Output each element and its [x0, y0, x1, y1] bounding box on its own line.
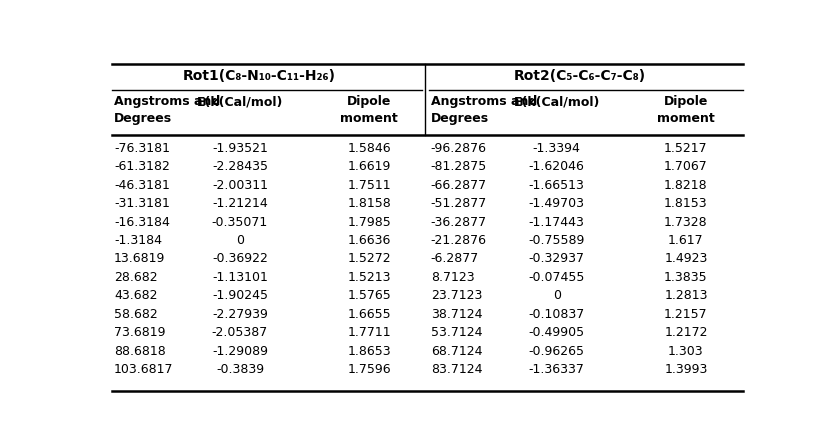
- Text: 1.3993: 1.3993: [664, 363, 708, 376]
- Text: -6.2877: -6.2877: [430, 253, 479, 266]
- Text: 1.8653: 1.8653: [348, 345, 391, 358]
- Text: 1.6636: 1.6636: [348, 234, 391, 247]
- Text: 53.7124: 53.7124: [430, 326, 482, 339]
- Text: E(k(Cal/mol): E(k(Cal/mol): [197, 95, 284, 108]
- Text: 1.4923: 1.4923: [664, 253, 708, 266]
- Text: -0.96265: -0.96265: [529, 345, 585, 358]
- Text: Angstroms and
Degrees: Angstroms and Degrees: [114, 95, 220, 125]
- Text: 1.617: 1.617: [668, 234, 704, 247]
- Text: 8.7123: 8.7123: [430, 271, 475, 284]
- Text: -1.29089: -1.29089: [212, 345, 268, 358]
- Text: 23.7123: 23.7123: [430, 289, 482, 302]
- Text: -0.36922: -0.36922: [212, 253, 268, 266]
- Text: -1.13101: -1.13101: [212, 271, 268, 284]
- Text: 1.7067: 1.7067: [664, 160, 708, 173]
- Text: 1.5765: 1.5765: [348, 289, 391, 302]
- Text: 1.7328: 1.7328: [664, 215, 708, 228]
- Text: -31.3181: -31.3181: [114, 197, 170, 210]
- Text: 1.8153: 1.8153: [664, 197, 708, 210]
- Text: 1.7985: 1.7985: [348, 215, 391, 228]
- Text: 0: 0: [236, 234, 244, 247]
- Text: 1.8218: 1.8218: [664, 179, 708, 192]
- Text: -81.2875: -81.2875: [430, 160, 487, 173]
- Text: 38.7124: 38.7124: [430, 308, 482, 321]
- Text: 1.7711: 1.7711: [348, 326, 391, 339]
- Text: 1.8158: 1.8158: [348, 197, 391, 210]
- Text: 73.6819: 73.6819: [114, 326, 165, 339]
- Text: 28.682: 28.682: [114, 271, 158, 284]
- Text: 1.3835: 1.3835: [664, 271, 708, 284]
- Text: -0.3839: -0.3839: [216, 363, 264, 376]
- Text: -1.3394: -1.3394: [533, 142, 580, 155]
- Text: 1.5213: 1.5213: [348, 271, 391, 284]
- Text: -1.3184: -1.3184: [114, 234, 162, 247]
- Text: 83.7124: 83.7124: [430, 363, 482, 376]
- Text: -61.3182: -61.3182: [114, 160, 170, 173]
- Text: Dipole
moment: Dipole moment: [657, 95, 715, 125]
- Text: -1.62046: -1.62046: [529, 160, 585, 173]
- Text: -2.00311: -2.00311: [212, 179, 268, 192]
- Text: -21.2876: -21.2876: [430, 234, 487, 247]
- Text: 1.2813: 1.2813: [664, 289, 708, 302]
- Text: -46.3181: -46.3181: [114, 179, 170, 192]
- Text: -0.49905: -0.49905: [529, 326, 585, 339]
- Text: 1.5846: 1.5846: [348, 142, 391, 155]
- Text: -0.07455: -0.07455: [529, 271, 585, 284]
- Text: 1.6655: 1.6655: [348, 308, 391, 321]
- Text: 88.6818: 88.6818: [114, 345, 166, 358]
- Text: -1.66513: -1.66513: [529, 179, 585, 192]
- Text: 68.7124: 68.7124: [430, 345, 482, 358]
- Text: 1.7511: 1.7511: [348, 179, 391, 192]
- Text: 1.303: 1.303: [668, 345, 704, 358]
- Text: -1.21214: -1.21214: [212, 197, 268, 210]
- Text: -1.90245: -1.90245: [212, 289, 268, 302]
- Text: -1.17443: -1.17443: [529, 215, 585, 228]
- Text: -2.27939: -2.27939: [212, 308, 268, 321]
- Text: 1.5217: 1.5217: [664, 142, 708, 155]
- Text: -96.2876: -96.2876: [430, 142, 487, 155]
- Text: 0: 0: [553, 289, 560, 302]
- Text: -16.3184: -16.3184: [114, 215, 170, 228]
- Text: Dipole
moment: Dipole moment: [340, 95, 398, 125]
- Text: -2.05387: -2.05387: [212, 326, 268, 339]
- Text: 1.2172: 1.2172: [664, 326, 708, 339]
- Text: 13.6819: 13.6819: [114, 253, 165, 266]
- Text: -1.49703: -1.49703: [529, 197, 585, 210]
- Text: Rot2(C₅-C₆-C₇-C₈): Rot2(C₅-C₆-C₇-C₈): [513, 69, 646, 83]
- Text: -0.75589: -0.75589: [529, 234, 585, 247]
- Text: -0.32937: -0.32937: [529, 253, 585, 266]
- Text: -1.36337: -1.36337: [529, 363, 585, 376]
- Text: Rot1(C₈-N₁₀-C₁₁-H₂₆): Rot1(C₈-N₁₀-C₁₁-H₂₆): [183, 69, 336, 83]
- Text: 1.5272: 1.5272: [348, 253, 391, 266]
- Text: 1.7596: 1.7596: [348, 363, 391, 376]
- Text: -66.2877: -66.2877: [430, 179, 487, 192]
- Text: -36.2877: -36.2877: [430, 215, 487, 228]
- Text: Angstroms and
Degrees: Angstroms and Degrees: [430, 95, 537, 125]
- Text: 58.682: 58.682: [114, 308, 158, 321]
- Text: -76.3181: -76.3181: [114, 142, 170, 155]
- Text: E(k(Cal/mol): E(k(Cal/mol): [514, 95, 600, 108]
- Text: -0.10837: -0.10837: [529, 308, 585, 321]
- Text: 1.6619: 1.6619: [348, 160, 391, 173]
- Text: -0.35071: -0.35071: [212, 215, 268, 228]
- Text: 103.6817: 103.6817: [114, 363, 173, 376]
- Text: 43.682: 43.682: [114, 289, 158, 302]
- Text: -51.2877: -51.2877: [430, 197, 487, 210]
- Text: 1.2157: 1.2157: [664, 308, 708, 321]
- Text: -1.93521: -1.93521: [212, 142, 268, 155]
- Text: -2.28435: -2.28435: [212, 160, 268, 173]
